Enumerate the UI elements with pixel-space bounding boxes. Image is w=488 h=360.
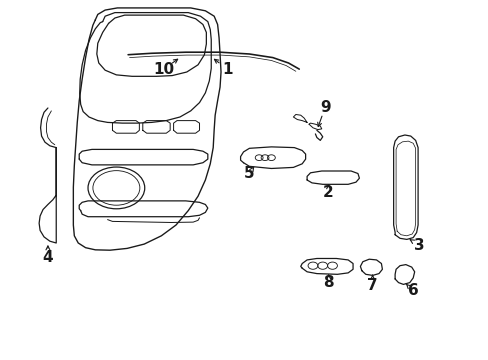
Text: 8: 8: [323, 275, 333, 290]
Text: 5: 5: [244, 166, 254, 181]
Text: 6: 6: [407, 283, 418, 298]
Text: 1: 1: [222, 62, 232, 77]
Text: 2: 2: [323, 185, 333, 200]
Text: 7: 7: [366, 278, 377, 293]
Text: 9: 9: [319, 100, 330, 115]
Text: 10: 10: [153, 62, 174, 77]
Text: 3: 3: [413, 238, 424, 253]
Text: 4: 4: [42, 250, 53, 265]
